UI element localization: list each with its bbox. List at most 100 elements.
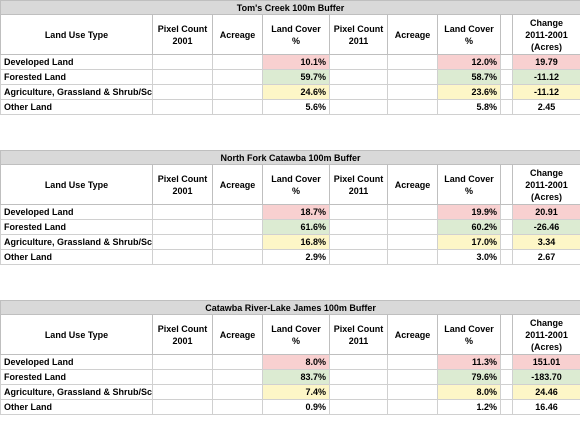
table-title: North Fork Catawba 100m Buffer	[0, 150, 580, 165]
change-acres: 3.34	[511, 234, 580, 250]
header-land-use-type-line: Land Use Type	[44, 179, 109, 190]
header-acreage-2011: Acreage	[387, 314, 438, 355]
table-row: Developed Land 18.7% 19.9% 20.91	[0, 204, 580, 220]
spacer-cell	[500, 204, 513, 220]
header-pixel-2011-line: 2011	[348, 335, 369, 346]
spacer-cell	[500, 384, 513, 400]
header-acreage-2011-line: Acreage	[394, 29, 431, 40]
spacer-cell	[500, 399, 513, 415]
land-cover-2001: 61.6%	[262, 219, 330, 235]
header-spacer	[500, 14, 513, 55]
spacer-cell	[500, 234, 513, 250]
change-acres: -11.12	[511, 84, 580, 100]
change-acres: 19.79	[511, 54, 580, 70]
header-acreage-2001-line: Acreage	[219, 29, 256, 40]
header-change-line: 2011-2001	[525, 329, 568, 340]
pixel-count-2011	[329, 54, 388, 70]
change-acres: 151.01	[511, 354, 580, 370]
header-spacer	[500, 164, 513, 205]
land-cover-2011: 5.8%	[437, 99, 501, 115]
land-use-type: Other Land	[0, 399, 153, 415]
header-pixel-2001-line: Pixel Count	[157, 323, 208, 334]
acreage-2001	[212, 399, 263, 415]
acreage-2011	[387, 99, 438, 115]
land-cover-2011: 8.0%	[437, 384, 501, 400]
buffer-table-block: Tom's Creek 100m Buffer Land Use Type Pixe…	[0, 0, 580, 115]
spacer-cell	[500, 369, 513, 385]
pixel-count-2011	[329, 219, 388, 235]
pixel-count-2011	[329, 234, 388, 250]
header-acreage-2001: Acreage	[212, 314, 263, 355]
acreage-2001	[212, 354, 263, 370]
header-change-line: (Acres)	[531, 41, 563, 52]
header-acreage-2011-line: Acreage	[394, 179, 431, 190]
acreage-2011	[387, 204, 438, 220]
header-acreage-2001-line: Acreage	[219, 329, 256, 340]
land-use-type: Other Land	[0, 249, 153, 265]
land-cover-2001: 0.9%	[262, 399, 330, 415]
table-title: Catawba River-Lake James 100m Buffer	[0, 300, 580, 315]
land-use-type: Agriculture, Grassland & Shrub/Scrub Lan…	[0, 384, 153, 400]
pixel-count-2011	[329, 69, 388, 85]
land-cover-2001: 59.7%	[262, 69, 330, 85]
land-use-type: Forested Land	[0, 369, 153, 385]
land-cover-2001: 5.6%	[262, 99, 330, 115]
change-acres: -11.12	[511, 69, 580, 85]
header-land-cover-2011-line: Land Cover	[444, 173, 494, 184]
spacer-cell	[500, 84, 513, 100]
pixel-count-2011	[329, 249, 388, 265]
header-pixel-2011-line: 2011	[348, 35, 369, 46]
pixel-count-2011	[329, 384, 388, 400]
land-cover-2011: 79.6%	[437, 369, 501, 385]
buffer-table-block: North Fork Catawba 100m Buffer Land Use T…	[0, 150, 580, 265]
spacer-cell	[500, 249, 513, 265]
spacer-cell	[500, 354, 513, 370]
land-cover-2001: 18.7%	[262, 204, 330, 220]
pixel-count-2001	[152, 204, 213, 220]
table-row: Agriculture, Grassland & Shrub/Scrub Lan…	[0, 84, 580, 100]
header-acreage-2001-line: Acreage	[219, 179, 256, 190]
change-acres: 2.45	[511, 99, 580, 115]
table-row: Other Land 5.6% 5.8% 2.45	[0, 99, 580, 115]
pixel-count-2001	[152, 354, 213, 370]
land-cover-2011: 12.0%	[437, 54, 501, 70]
land-cover-2011: 23.6%	[437, 84, 501, 100]
acreage-2011	[387, 369, 438, 385]
land-cover-2011: 60.2%	[437, 219, 501, 235]
table-row: Forested Land 83.7% 79.6% -183.70	[0, 369, 580, 385]
acreage-2001	[212, 249, 263, 265]
header-land-cover-2001-line: Land Cover	[271, 23, 321, 34]
header-pixel-2001: Pixel Count 2001	[152, 164, 213, 205]
acreage-2001	[212, 369, 263, 385]
header-land-cover-2001-line: %	[291, 335, 300, 346]
table-row: Agriculture, Grassland & Shrub/Scrub Lan…	[0, 234, 580, 250]
acreage-2001	[212, 234, 263, 250]
pixel-count-2001	[152, 54, 213, 70]
spacer-cell	[500, 54, 513, 70]
land-cover-2011: 1.2%	[437, 399, 501, 415]
header-land-cover-2011-line: %	[464, 335, 473, 346]
header-pixel-2011-line: Pixel Count	[333, 23, 384, 34]
land-cover-2001: 7.4%	[262, 384, 330, 400]
acreage-2011	[387, 234, 438, 250]
header-acreage-2001: Acreage	[212, 164, 263, 205]
header-land-use-type: Land Use Type	[0, 14, 153, 55]
header-land-cover-2001-line: Land Cover	[271, 323, 321, 334]
acreage-2001	[212, 84, 263, 100]
header-land-cover-2001-line: %	[291, 35, 300, 46]
header-pixel-2001: Pixel Count 2001	[152, 314, 213, 355]
header-land-cover-2001: Land Cover%	[262, 314, 330, 355]
header-pixel-2001-line: Pixel Count	[157, 23, 208, 34]
table-row: Forested Land 61.6% 60.2% -26.46	[0, 219, 580, 235]
acreage-2011	[387, 354, 438, 370]
pixel-count-2001	[152, 369, 213, 385]
table-row: Other Land 2.9% 3.0% 2.67	[0, 249, 580, 265]
land-cover-2001: 24.6%	[262, 84, 330, 100]
header-acreage-2011-line: Acreage	[394, 329, 431, 340]
header-pixel-2011: Pixel Count 2011	[329, 314, 388, 355]
table-row: Agriculture, Grassland & Shrub/Scrub Lan…	[0, 384, 580, 400]
land-cover-2011: 58.7%	[437, 69, 501, 85]
land-cover-2011: 11.3%	[437, 354, 501, 370]
land-use-type: Forested Land	[0, 69, 153, 85]
header-acreage-2001: Acreage	[212, 14, 263, 55]
